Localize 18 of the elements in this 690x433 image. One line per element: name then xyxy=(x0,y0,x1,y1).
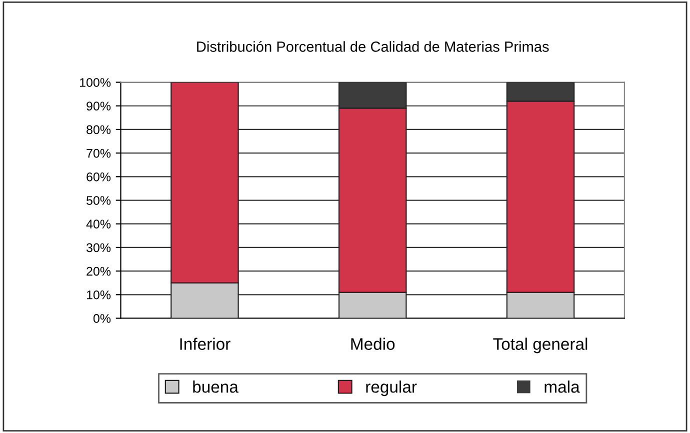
legend-label: mala xyxy=(544,380,580,393)
y-tick-label: 70% xyxy=(86,148,111,158)
x-tick-label: Inferior xyxy=(180,338,230,350)
y-tick-label: 10% xyxy=(86,290,111,300)
y-tick-label: 90% xyxy=(86,102,111,111)
y-tick-label: 30% xyxy=(86,243,111,252)
x-tick-label: Medio xyxy=(351,338,395,350)
legend-label: regular xyxy=(366,380,417,396)
y-tick-label: 80% xyxy=(86,125,111,134)
y-tick-label: 100% xyxy=(80,78,111,87)
y-tick-label: 60% xyxy=(86,172,111,182)
y-tick-label: 20% xyxy=(86,266,111,276)
x-tick-label: Total general xyxy=(493,338,588,354)
legend-label: buena xyxy=(193,380,238,393)
y-tick-label: 40% xyxy=(86,220,111,229)
chart-title: Distribución Porcentual de Calidad de Materias Primas xyxy=(197,40,549,52)
y-tick-label: 50% xyxy=(86,196,111,205)
y-tick-label: 0% xyxy=(93,314,111,323)
